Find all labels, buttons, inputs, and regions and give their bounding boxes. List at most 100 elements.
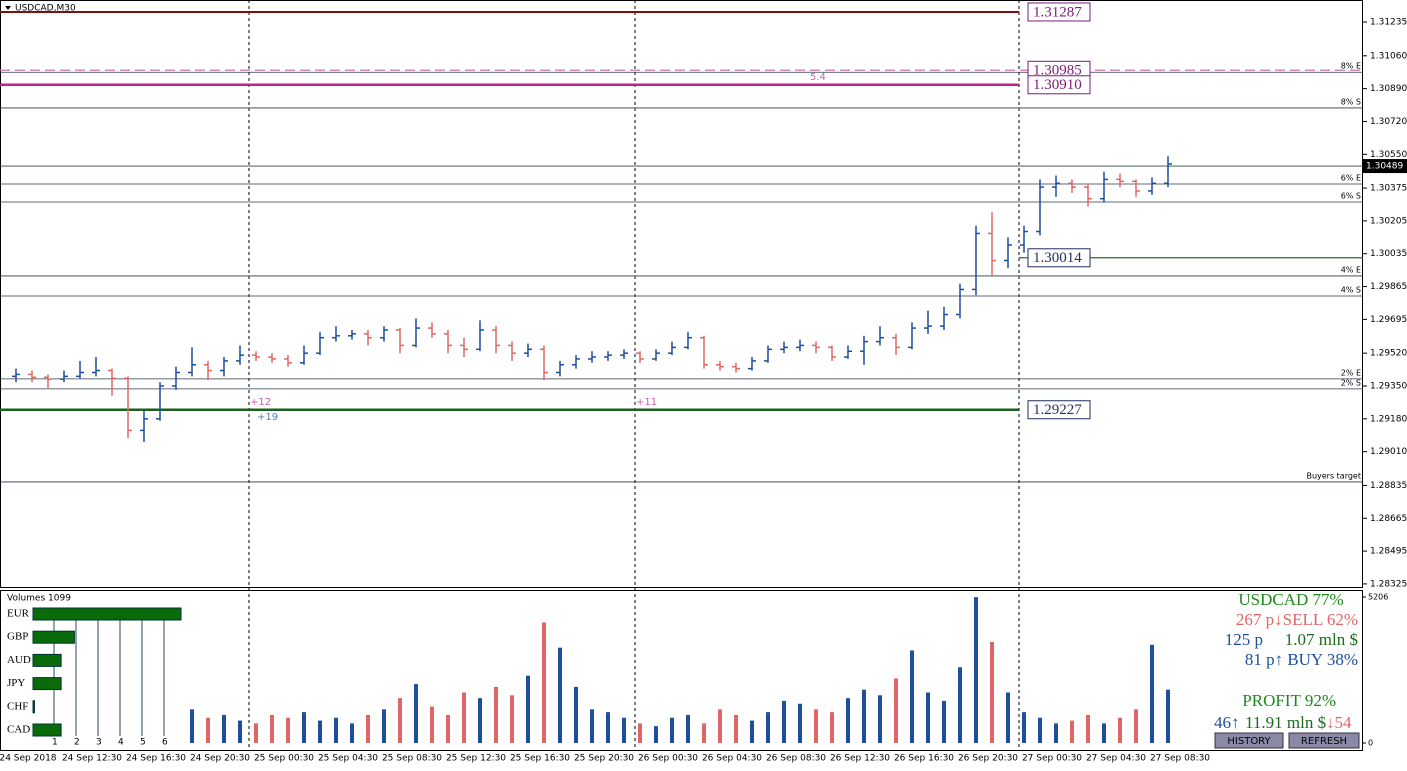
volume-tick-label: 5206 [1368,593,1388,602]
currency-bar [32,607,182,621]
annotation: +19 [257,412,278,423]
volume-bar [462,692,466,743]
y-tick-label: 1.28665 [1370,514,1407,524]
volume-bar [974,597,978,743]
level-box [1027,75,1091,95]
y-tick-label: 1.28495 [1370,547,1407,557]
volume-bar [590,709,594,743]
volume-bar [734,714,738,743]
volume-title: Volumes 1099 [7,594,71,604]
x-tick-label: 24 Sep 12:30 [62,754,122,764]
volume-bar [1070,720,1074,743]
y-tick-label: 1.29695 [1370,315,1407,325]
volume-bar [750,720,754,743]
volume-bar [990,642,994,743]
volume: 1.07 mln $ [1285,630,1358,649]
x-tick-label: 26 Sep 04:30 [702,754,762,764]
y-tick-label: 1.30550 [1370,150,1407,160]
volume-bar [926,692,930,743]
button-label[interactable]: HISTORY [1227,736,1271,747]
main-frame [0,0,1363,588]
volume-frame [0,590,1363,751]
x-tick-label: 26 Sep 12:30 [830,754,890,764]
volume-bar [894,678,898,743]
currency-bar [32,653,62,667]
zone-label: 2% E [1341,368,1361,377]
volume-bar [1166,689,1170,743]
volume-bar [558,647,562,743]
volume-bar [334,717,338,743]
x-tick-label: 24 Sep 20:30 [190,754,250,764]
annotation: 5.4 [810,72,826,83]
zone-label: 6% S [1341,191,1361,200]
volume-bar [782,700,786,743]
refresh-button[interactable] [1288,732,1360,749]
last-price-label: 1.30489 [1366,162,1403,172]
volume-bar [766,712,770,743]
zone-label: 4% S [1341,286,1361,295]
volume-bar [1006,692,1010,743]
volume-bar [942,700,946,743]
currency-name: GBP [7,631,28,643]
y-tick-label: 1.28835 [1370,481,1407,491]
sell-line: 267 p↓SELL 62% [1236,610,1358,629]
y-tick-label: 1.31060 [1370,51,1407,61]
volume-bar [1150,644,1154,743]
volume-bar [542,622,546,743]
volume-bar [654,726,658,743]
column-label: 1 [52,738,58,748]
x-tick-label: 25 Sep 20:30 [574,754,634,764]
sell-count: ↓54 [1326,713,1352,732]
zone-label: Buyers target [1306,471,1361,480]
volume-bar [318,720,322,743]
volume-bar [254,723,258,743]
volume-bar [494,686,498,743]
x-tick-label: 25 Sep 12:30 [446,754,506,764]
column-label: 3 [96,738,102,748]
volume-bar [574,686,578,743]
volume-bar [878,695,882,743]
volume-bar [702,723,706,743]
volume-bar [190,709,194,743]
volume-bar [1054,723,1058,743]
x-tick-label: 26 Sep 00:30 [638,754,698,764]
volume-bar [958,667,962,743]
y-tick-label: 1.31235 [1370,18,1407,28]
y-tick-label: 1.30375 [1370,184,1407,194]
profit: PROFIT 92% [1242,691,1336,710]
volume-bar [622,717,626,743]
level-label: 1.31287 [1033,4,1082,20]
volume-bar [510,695,514,743]
volume-bar [382,709,386,743]
x-tick-label: 27 Sep 04:30 [1086,754,1146,764]
button-label[interactable]: REFRESH [1301,736,1347,747]
volume-bar [638,723,642,743]
volume-bar [910,650,914,743]
x-tick-label: 26 Sep 20:30 [958,754,1018,764]
currency-bar [32,700,35,714]
volume-bar [670,717,674,743]
y-tick-label: 1.29520 [1370,349,1407,359]
volume-bar [526,675,530,743]
currency-name: EUR [7,608,30,620]
history-button[interactable] [1214,732,1284,749]
y-tick-label: 1.30205 [1370,216,1407,226]
y-tick-label: 1.30720 [1370,117,1407,127]
currency-bar [32,723,62,737]
volume-bar [478,698,482,743]
x-tick-label: 24 Sep 2018 [0,754,57,764]
y-tick-label: 1.29180 [1370,414,1407,424]
last-price-box [1363,159,1407,174]
volume-bar [846,698,850,743]
column-label: 5 [140,738,146,748]
y-tick-label: 1.29350 [1370,381,1407,391]
x-tick-label: 27 Sep 00:30 [1022,754,1082,764]
volume-bar [606,712,610,743]
zone-label: 2% S [1341,378,1361,387]
currency-name: AUD [7,654,31,666]
volume-bar [350,723,354,743]
volume-tick-label: 0 [1368,739,1373,748]
column-label: 6 [162,738,168,748]
